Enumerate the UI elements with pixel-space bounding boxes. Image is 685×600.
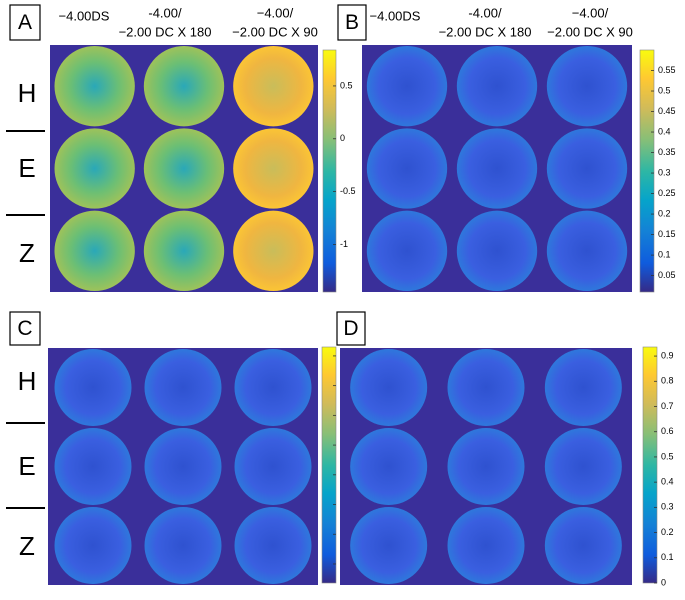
column-header: −4.00DS bbox=[59, 8, 110, 23]
colorbar-tick-label: 0.3 bbox=[658, 167, 671, 177]
row-label: H bbox=[18, 366, 37, 396]
column-header: −4.00DS bbox=[370, 8, 421, 23]
colorbar bbox=[642, 346, 658, 584]
heatmap-disc bbox=[350, 507, 428, 584]
heatmap-disc bbox=[234, 428, 312, 505]
colorbar-tick-label: 0.25 bbox=[658, 188, 676, 198]
heatmap-disc bbox=[54, 507, 132, 584]
heatmap-disc bbox=[544, 428, 622, 505]
panel-label-box bbox=[9, 311, 41, 346]
column-header: −2.00 DC X 180 bbox=[119, 24, 212, 39]
panel-label-box bbox=[9, 4, 41, 41]
heatmap-disc bbox=[544, 349, 622, 426]
colorbar bbox=[321, 346, 337, 584]
column-header: −2.00 DC X 180 bbox=[439, 24, 532, 39]
column-header: -4.00/ bbox=[468, 5, 502, 20]
heatmap-disc bbox=[447, 428, 525, 505]
column-header: -4.00/ bbox=[148, 5, 182, 20]
heatmap-disc bbox=[144, 507, 222, 584]
column-header: −2.00 DC X 90 bbox=[232, 24, 318, 39]
colorbar bbox=[322, 49, 337, 293]
heatmap-disc bbox=[546, 45, 628, 127]
colorbar-tick-label: -1 bbox=[340, 239, 348, 249]
colorbar-tick-label: 0.5 bbox=[661, 451, 674, 461]
heatmap-disc bbox=[233, 210, 314, 291]
panel-label-box bbox=[336, 311, 366, 346]
heatmap-disc bbox=[233, 128, 314, 209]
heatmap-disc bbox=[546, 210, 628, 291]
panel-label: B bbox=[345, 11, 359, 34]
heatmap-disc bbox=[144, 349, 222, 426]
colorbar-tick-label: 0.1 bbox=[658, 249, 671, 259]
heatmap-disc bbox=[54, 210, 135, 291]
heatmap-disc bbox=[366, 128, 448, 209]
colorbar-tick-label: 0.2 bbox=[658, 208, 671, 218]
colorbar bbox=[639, 49, 655, 293]
colorbar-tick-label: 0.5 bbox=[658, 85, 671, 95]
colorbar-tick-label: 0 bbox=[661, 577, 666, 587]
heatmap-disc bbox=[447, 507, 525, 584]
heatmap-disc bbox=[234, 349, 312, 426]
colorbar-tick-label: 0.45 bbox=[658, 106, 676, 116]
heatmap-disc bbox=[546, 128, 628, 209]
heatmap-disc bbox=[54, 349, 132, 426]
row-label: E bbox=[18, 153, 35, 183]
colorbar-tick-label: 0.35 bbox=[658, 147, 676, 157]
heatmap-disc bbox=[143, 45, 225, 127]
colorbar-tick-label: 0.5 bbox=[340, 80, 353, 90]
heatmap-disc bbox=[54, 428, 132, 505]
heatmap-disc bbox=[456, 45, 538, 127]
panel-label: D bbox=[343, 317, 358, 340]
colorbar-tick-label: -0.5 bbox=[340, 186, 356, 196]
column-header: −4.00/ bbox=[572, 5, 609, 20]
heatmap-disc bbox=[54, 45, 135, 127]
heatmap-disc bbox=[447, 349, 525, 426]
heatmap-disc bbox=[233, 45, 314, 127]
heatmap-disc bbox=[366, 210, 448, 291]
colorbar-tick-label: 0.3 bbox=[661, 502, 674, 512]
heatmap-disc bbox=[143, 128, 225, 209]
colorbar-tick-label: 0.6 bbox=[661, 426, 674, 436]
colorbar-tick-label: 0.4 bbox=[661, 477, 674, 487]
heatmap-disc bbox=[544, 507, 622, 584]
colorbar-tick-label: 0.8 bbox=[661, 376, 674, 386]
colorbar-tick-label: 0.2 bbox=[661, 527, 674, 537]
heatmap-disc bbox=[456, 128, 538, 209]
heatmap-disc bbox=[456, 210, 538, 291]
colorbar-tick-label: 0.7 bbox=[661, 401, 674, 411]
heatmap-disc bbox=[54, 128, 135, 209]
heatmap-disc bbox=[144, 428, 222, 505]
colorbar-tick-label: 0.9 bbox=[661, 350, 674, 360]
panel-label: A bbox=[18, 11, 32, 34]
row-label: Z bbox=[19, 531, 35, 561]
row-label: Z bbox=[19, 238, 35, 268]
row-label: H bbox=[18, 78, 37, 108]
colorbar-tick-label: 0.15 bbox=[658, 229, 676, 239]
heatmap-disc bbox=[234, 507, 312, 584]
colorbar-tick-label: 0.55 bbox=[658, 65, 676, 75]
panel-label: C bbox=[17, 317, 32, 340]
heatmap-disc bbox=[350, 349, 428, 426]
colorbar-tick-label: 0 bbox=[340, 133, 345, 143]
panel-label-box bbox=[337, 4, 367, 41]
heatmap-disc bbox=[143, 210, 225, 291]
column-header: −2.00 DC X 90 bbox=[547, 24, 633, 39]
heatmap-disc bbox=[350, 428, 428, 505]
colorbar-tick-label: 0.4 bbox=[658, 126, 671, 136]
row-label: E bbox=[18, 451, 35, 481]
heatmap-disc bbox=[366, 45, 448, 127]
column-header: −4.00/ bbox=[257, 5, 294, 20]
colorbar-tick-label: 0.1 bbox=[661, 552, 674, 562]
colorbar-tick-label: 0.05 bbox=[658, 270, 676, 280]
